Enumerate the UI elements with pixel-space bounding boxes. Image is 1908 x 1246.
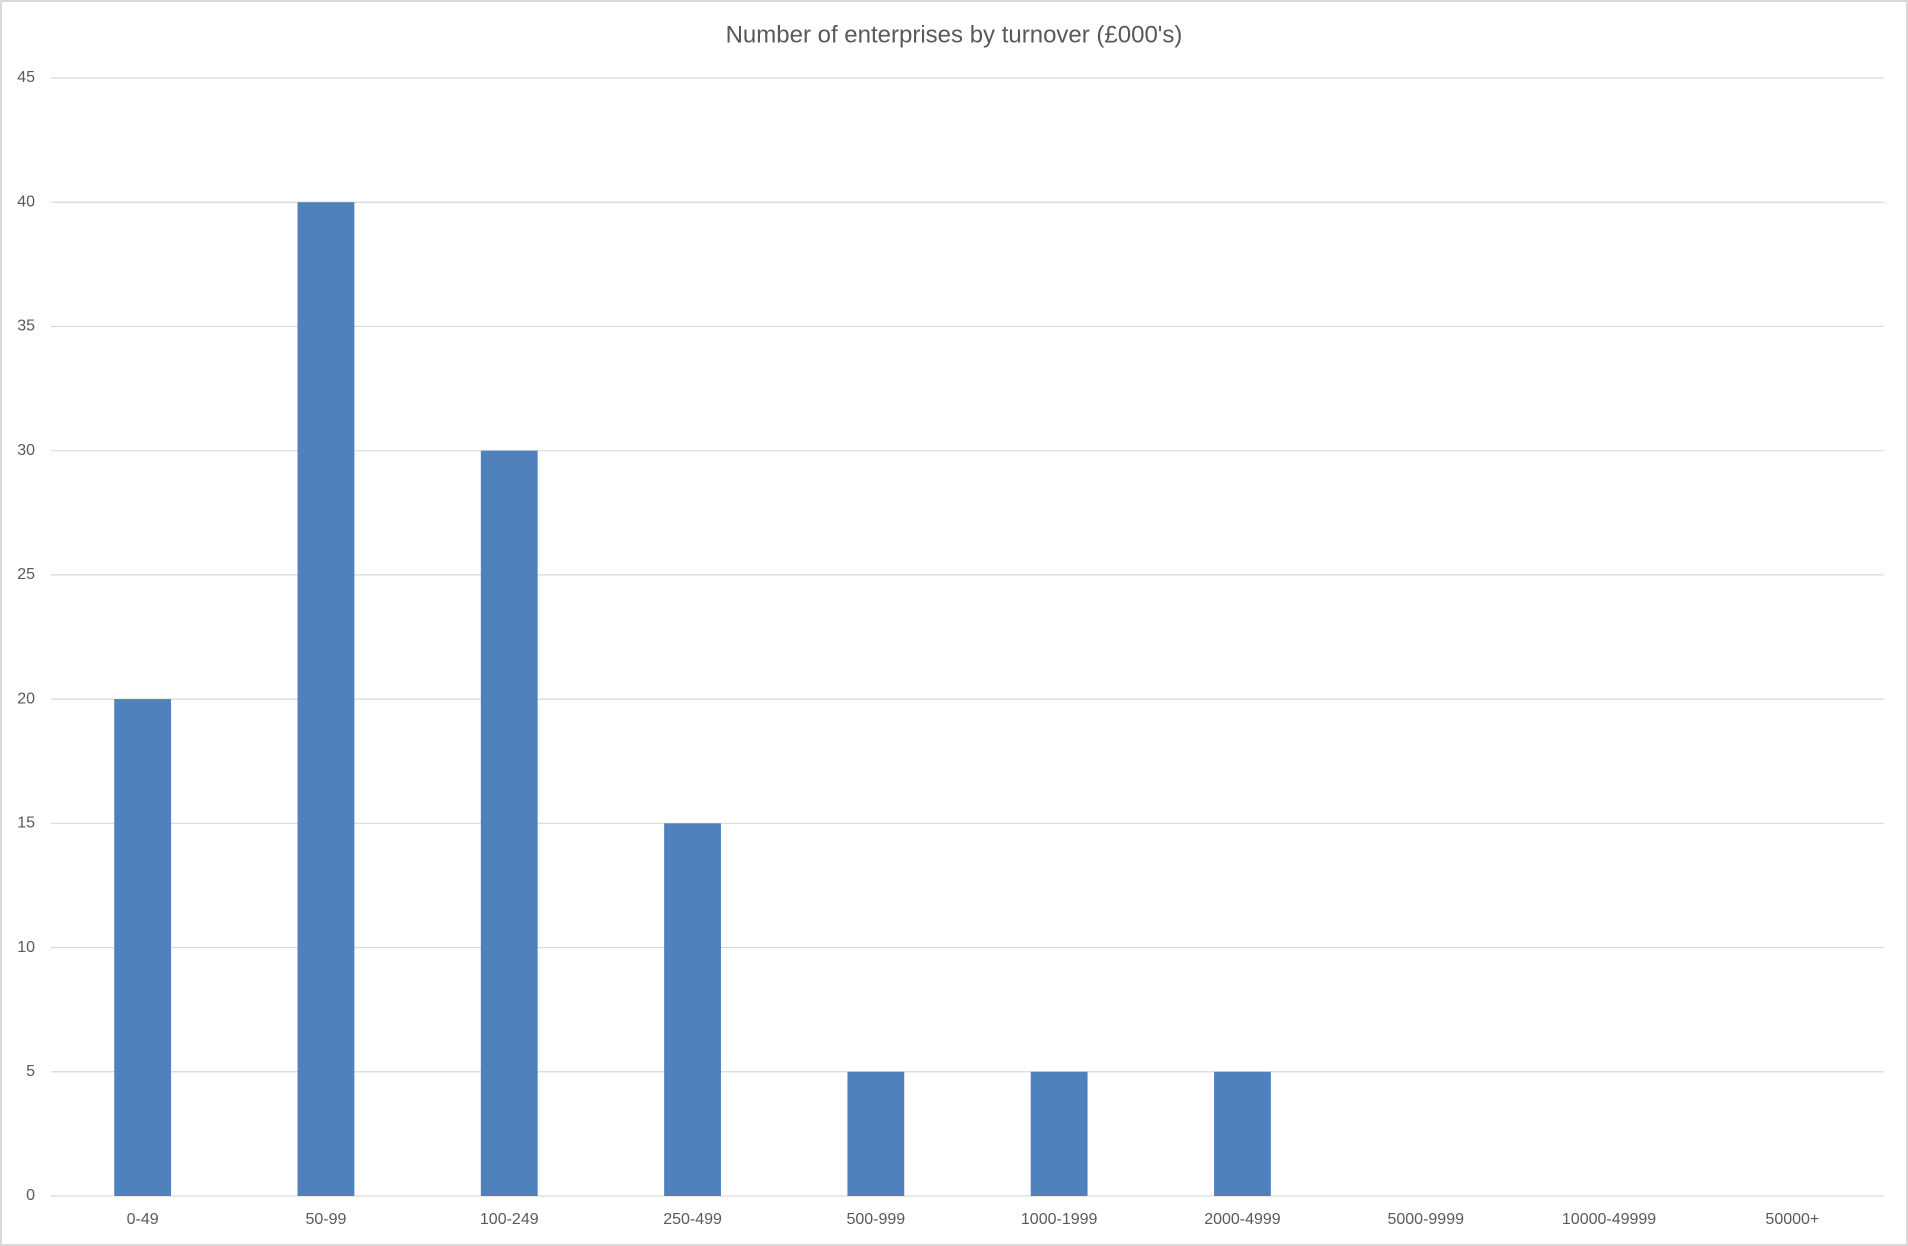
bar [297, 202, 355, 1196]
x-tick-label: 50-99 [305, 1211, 346, 1228]
y-tick-label: 25 [17, 566, 35, 583]
y-tick-label: 35 [17, 318, 35, 335]
y-tick-label: 0 [26, 1187, 35, 1204]
bar [1214, 1071, 1271, 1196]
x-tick-label: 100-249 [480, 1211, 539, 1228]
y-tick-label: 45 [17, 69, 35, 86]
x-tick-label: 5000-9999 [1387, 1211, 1464, 1228]
bar [847, 1071, 905, 1196]
x-tick-label: 500-999 [846, 1211, 905, 1228]
x-tick-label: 1000-1999 [1021, 1211, 1098, 1228]
y-tick-label: 5 [26, 1063, 35, 1080]
bar [1030, 1071, 1088, 1196]
y-tick-label: 15 [17, 815, 35, 832]
bar [480, 450, 538, 1197]
x-tick-label: 250-499 [663, 1211, 722, 1228]
bar [664, 823, 721, 1196]
bar [114, 699, 172, 1196]
x-tick-label: 0-49 [127, 1211, 159, 1228]
y-tick-label: 10 [17, 939, 35, 956]
y-tick-label: 20 [17, 690, 35, 707]
chart-title: Number of enterprises by turnover (£000'… [726, 21, 1183, 48]
y-tick-label: 40 [17, 193, 35, 210]
x-tick-label: 10000-49999 [1562, 1211, 1656, 1228]
x-tick-label: 50000+ [1765, 1211, 1819, 1228]
y-tick-label: 30 [17, 442, 35, 459]
x-tick-label: 2000-4999 [1204, 1211, 1281, 1228]
